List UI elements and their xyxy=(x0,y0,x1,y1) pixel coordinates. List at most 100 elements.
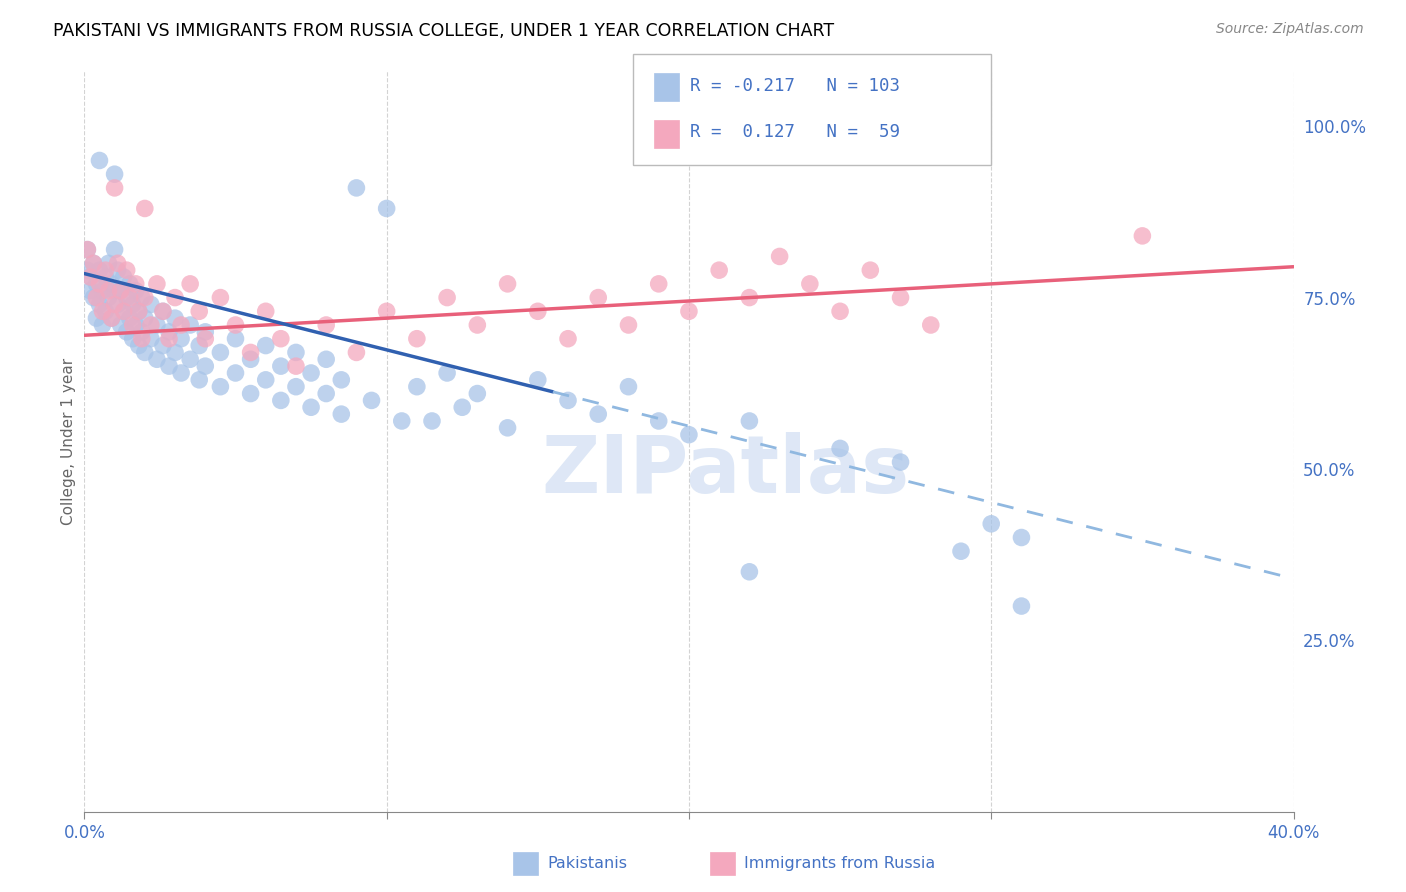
Point xyxy=(79,270,101,285)
Point xyxy=(100,277,122,291)
Point xyxy=(118,311,141,326)
Point xyxy=(165,345,187,359)
Point xyxy=(112,304,135,318)
Point xyxy=(406,332,429,346)
Point xyxy=(270,332,292,346)
Point xyxy=(170,318,193,332)
Point xyxy=(299,366,322,380)
Point xyxy=(769,250,792,264)
Point xyxy=(112,304,135,318)
Point xyxy=(104,181,127,195)
Point xyxy=(299,401,322,415)
Point xyxy=(94,304,117,318)
Point xyxy=(100,311,122,326)
Point xyxy=(239,352,262,367)
Point xyxy=(165,291,187,305)
Point xyxy=(146,352,169,367)
Point xyxy=(391,414,413,428)
Point xyxy=(194,325,217,339)
Text: Immigrants from Russia: Immigrants from Russia xyxy=(744,856,935,871)
Point xyxy=(82,256,104,270)
Point xyxy=(86,291,108,305)
Point xyxy=(128,304,150,318)
Point xyxy=(225,332,247,346)
Point xyxy=(79,284,101,298)
Point xyxy=(648,414,671,428)
Point xyxy=(89,263,111,277)
Point xyxy=(110,318,132,332)
Text: Pakistanis: Pakistanis xyxy=(547,856,627,871)
Point xyxy=(104,167,127,181)
Point xyxy=(315,352,337,367)
Point xyxy=(115,291,138,305)
Text: Source: ZipAtlas.com: Source: ZipAtlas.com xyxy=(1216,22,1364,37)
Point xyxy=(157,332,180,346)
Point xyxy=(346,345,368,359)
Text: R =  0.127   N =  59: R = 0.127 N = 59 xyxy=(690,123,900,141)
Point xyxy=(115,263,138,277)
Point xyxy=(89,153,111,168)
Point xyxy=(330,407,353,421)
Point xyxy=(107,297,129,311)
Text: PAKISTANI VS IMMIGRANTS FROM RUSSIA COLLEGE, UNDER 1 YEAR CORRELATION CHART: PAKISTANI VS IMMIGRANTS FROM RUSSIA COLL… xyxy=(53,22,835,40)
Point xyxy=(179,318,201,332)
Point xyxy=(104,243,127,257)
Point xyxy=(131,291,153,305)
Point xyxy=(146,277,169,291)
Point xyxy=(139,318,162,332)
Point xyxy=(738,414,761,428)
Point xyxy=(107,256,129,270)
Point xyxy=(859,263,882,277)
Point xyxy=(285,359,308,373)
Point xyxy=(648,277,671,291)
Point xyxy=(209,380,232,394)
Point xyxy=(89,297,111,311)
Point xyxy=(1130,228,1153,243)
Point xyxy=(125,284,148,298)
Point xyxy=(110,284,132,298)
Point xyxy=(346,181,368,195)
Point xyxy=(420,414,443,428)
Point xyxy=(125,318,148,332)
Point xyxy=(134,345,156,359)
Point xyxy=(97,284,120,298)
Point xyxy=(91,304,114,318)
Point xyxy=(375,304,398,318)
Point xyxy=(194,359,217,373)
Point xyxy=(121,318,143,332)
Point xyxy=(104,284,127,298)
Point xyxy=(375,202,398,216)
Point xyxy=(1011,531,1033,545)
Point xyxy=(330,373,353,387)
Point xyxy=(678,427,700,442)
Point xyxy=(134,311,156,326)
Point xyxy=(118,291,141,305)
Point xyxy=(125,277,148,291)
Point xyxy=(890,455,912,469)
Point xyxy=(254,304,277,318)
Point xyxy=(496,421,519,435)
Point xyxy=(76,263,98,277)
Point xyxy=(225,318,247,332)
Point xyxy=(139,332,162,346)
Point xyxy=(121,297,143,311)
Point xyxy=(91,284,114,298)
Point xyxy=(146,318,169,332)
Point xyxy=(139,297,162,311)
Point xyxy=(799,277,821,291)
Point xyxy=(152,304,174,318)
Point xyxy=(152,304,174,318)
Point xyxy=(170,366,193,380)
Point xyxy=(128,338,150,352)
Point xyxy=(239,386,262,401)
Point xyxy=(738,291,761,305)
Point xyxy=(152,338,174,352)
Point xyxy=(285,380,308,394)
Point xyxy=(436,291,458,305)
Y-axis label: College, Under 1 year: College, Under 1 year xyxy=(60,358,76,525)
Point xyxy=(830,304,852,318)
Point xyxy=(112,270,135,285)
Point xyxy=(188,304,211,318)
Point xyxy=(94,270,117,285)
Point xyxy=(890,291,912,305)
